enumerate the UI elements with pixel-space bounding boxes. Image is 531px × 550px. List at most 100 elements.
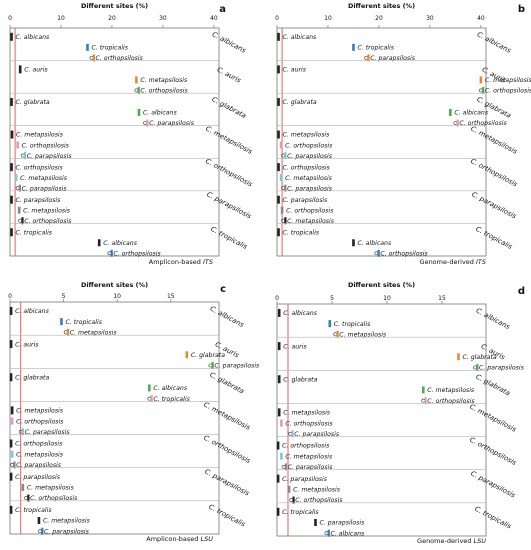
data-label: C. parapsilosis [288,464,334,471]
data-mark [453,121,458,125]
x-tick-label: 30 [426,15,434,22]
data-mark [279,174,283,182]
data-mark [107,251,112,256]
data-label: C. metapsilosis [16,131,64,139]
data-mark [9,439,13,448]
data-mark [10,32,13,41]
group-label: C. glabrata [474,373,511,398]
data-mark [21,217,24,225]
data-label: C. glabrata [16,98,50,106]
data-mark [146,119,149,127]
group-label: C. albicans [476,30,513,55]
data-label: C. albicans [143,110,178,117]
data-label: C. orthopsilosis [30,494,78,502]
data-mark [456,119,459,127]
data-mark [17,206,21,214]
data-label: C. parapsilosis [16,197,62,204]
data-label: C. orthopsilosis [15,440,63,448]
data-mark [147,396,152,401]
data-label: C. albicans [357,240,392,247]
group-label: C. glabrata [210,95,247,120]
x-tick-label: 40 [210,15,218,22]
data-label: C. glabrata [191,351,225,359]
data-label: C. metapsilosis [16,450,64,458]
data-mark [292,496,295,504]
data-mark [60,318,63,326]
data-mark [10,417,14,425]
data-mark [277,163,280,172]
data-mark [134,88,139,93]
data-label: C. albicans [103,240,138,247]
data-mark [277,228,280,237]
panel-d: Different sites (%) d 0 5 10 15 C. albicans C. … [275,281,525,545]
data-mark [21,483,25,491]
panel-caption: Amplicon-based ITS [149,258,213,266]
group-label: C. metapsilosis [204,125,254,156]
data-mark [92,54,95,62]
data-mark [277,375,281,384]
panel-caption: Genome-derived LSU [417,537,486,545]
data-label: C. parapsilosis [294,431,340,438]
data-label: C. albicans [153,385,188,392]
group-label: C. orthopsilosis [204,157,254,189]
data-mark [424,397,427,405]
group-label: C. albicans [211,30,248,55]
data-mark [291,430,294,438]
data-label: C. parapsilosis [15,474,61,481]
group-label: C. tropicalis [207,503,247,529]
data-mark [41,527,44,535]
group-label: C. parapsilosis [470,190,518,220]
panel-letter: b [518,4,525,15]
data-label: C. metapsilosis [70,329,118,337]
data-label: C. orthopsilosis [140,87,188,95]
data-label: C. metapsilosis [485,76,531,84]
data-mark [476,363,479,371]
caption-marker: ITS [203,258,213,266]
data-mark [110,249,113,257]
data-label: C. metapsilosis [427,386,475,394]
data-mark [421,398,426,403]
data-label: C. tropicalis [334,320,371,328]
panel-b: Different sites (%) b 0 10 20 30 40 C. albicans… [275,2,531,266]
group-label: C. albicans [209,305,246,330]
panel-caption: Genome-derived ITS [420,258,486,266]
data-label: C. metapsilosis [285,452,333,460]
caption-marker: LSU [200,535,213,543]
data-mark [137,108,141,116]
data-mark [24,496,28,500]
data-label: C. orthopsilosis [427,397,475,405]
data-mark [9,373,13,382]
data-mark [14,174,18,182]
group-label: C. auris [216,66,243,85]
x-tick-label: 20 [108,15,116,22]
data-mark [63,330,68,335]
plot-frame [9,27,220,257]
data-mark [10,406,14,415]
data-label: C. parapsilosis [25,429,71,436]
data-label: C. parapsilosis [287,185,333,192]
group-label: C. parapsilosis [203,467,251,497]
group-label: C. tropicalis [209,225,249,251]
data-label: C. orthopsilosis [295,496,343,504]
data-label: C. albicans [16,34,51,41]
data-mark [277,408,281,417]
data-mark [18,184,22,192]
data-label: C. orthopsilosis [282,442,330,450]
data-label: C. parapsilosis [214,363,260,370]
data-label: C. parapsilosis [287,153,333,160]
data-mark [10,195,13,204]
data-mark [185,351,189,359]
data-mark [287,485,291,493]
x-tick-label: 0 [275,295,279,302]
data-mark [324,531,329,536]
data-mark [284,463,287,471]
data-mark [16,141,19,149]
data-mark [277,130,280,139]
x-tick-label: 20 [375,15,383,22]
data-label: C. parapsilosis [320,520,366,527]
data-mark [280,206,284,214]
data-label: C. metapsilosis [140,76,188,84]
group-label: C. albicans [475,307,512,332]
data-mark [277,65,280,74]
